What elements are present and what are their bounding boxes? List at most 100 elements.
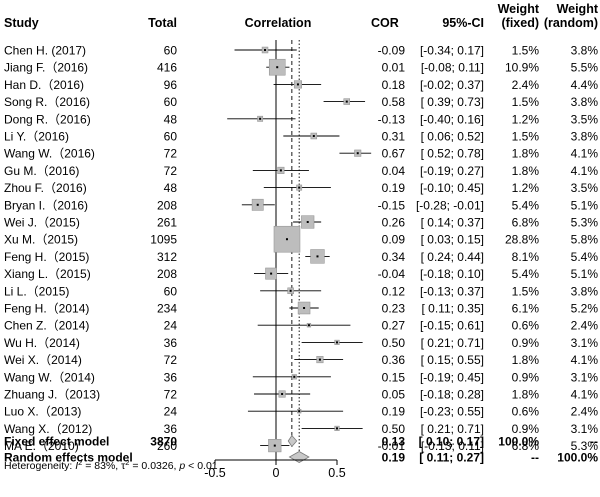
point-estimate [276, 66, 279, 69]
study-weight-fixed: 1.5% [512, 95, 540, 109]
random-effects-row: Random effects model 0.19 [ 0.11; 0.27] -- 1… [4, 451, 598, 465]
study-cor: 0.27 [382, 319, 406, 333]
study-weight-random: 2.4% [571, 405, 599, 419]
study-cor: 0.15 [382, 370, 406, 384]
study-row: Han D.（2016) 96 0.18 [-0.02; 0.37] 2.4% 4.4% [4, 78, 598, 92]
study-ci: [-0.13; 0.37] [420, 284, 484, 298]
study-name: Zhuang J.（2013) [4, 388, 100, 402]
study-cor: 0.23 [382, 302, 406, 316]
study-weight-random: 2.4% [571, 319, 599, 333]
study-row: Xiang L.（2015) 208 -0.04 [-0.18; 0.10] 5.4% 5… [4, 267, 598, 281]
study-weight-fixed: 1.2% [512, 181, 540, 195]
study-weight-random: 4.1% [571, 388, 599, 402]
study-ci: [-0.10; 0.45] [420, 181, 484, 195]
plot-area [227, 40, 372, 463]
fixed-effect-row: Fixed effect model 3870 0.13 [ 0.10; 0.17] 1… [4, 435, 598, 449]
study-cor: -0.13 [378, 112, 406, 126]
study-name: Feng H.（2015) [4, 250, 89, 264]
study-cor: 0.12 [382, 284, 406, 298]
study-total: 96 [164, 78, 178, 92]
study-row: Gu M.（2016) 72 0.04 [-0.19; 0.27] 1.8% 4.1% [4, 164, 598, 178]
study-weight-fixed: 1.8% [512, 147, 540, 161]
study-total: 1095 [150, 233, 177, 247]
study-weight-random: 3.1% [571, 422, 599, 436]
heterogeneity-label: Heterogeneity: [4, 460, 75, 472]
summary-ci: [ 0.11; 0.27] [419, 451, 484, 465]
study-weight-fixed: 8.1% [512, 250, 540, 264]
summary-rows: Fixed effect model 3870 0.13 [ 0.10; 0.17] 1… [4, 435, 598, 465]
p-symbol: p [178, 460, 185, 472]
study-cor: -0.15 [378, 198, 406, 212]
study-weight-fixed: 1.5% [512, 130, 540, 144]
study-row: Li Y.（2016) 60 0.31 [ 0.06; 0.52] 1.5% 3.8% [4, 130, 598, 144]
point-estimate [279, 169, 282, 172]
study-row: Chen Z.（2014) 24 0.27 [-0.15; 0.61] 0.6% 2.4% [4, 319, 598, 333]
study-total: 60 [164, 95, 178, 109]
column-headers: Study Total Correlation COR 95%-CI Weigh… [4, 2, 599, 30]
x-axis-tick-label: -0.5 [204, 466, 226, 480]
study-total: 48 [164, 112, 178, 126]
study-row: Zhuang J.（2013) 72 0.05 [-0.18; 0.28] 1.8% 4.… [4, 388, 598, 402]
study-name: Xu M.（2015) [4, 233, 78, 247]
study-ci: [-0.40; 0.16] [420, 112, 484, 126]
study-cor: 0.19 [382, 181, 406, 195]
study-cor: 0.26 [382, 216, 406, 230]
study-ci: [-0.02; 0.37] [420, 78, 484, 92]
study-weight-fixed: 28.8% [505, 233, 539, 247]
study-weight-fixed: 6.8% [512, 439, 540, 453]
i2-value: = 83%, [82, 460, 121, 472]
study-total: 260 [157, 439, 177, 453]
header-study: Study [4, 16, 39, 30]
study-name: Feng H.（2014) [4, 302, 89, 316]
header-weight-fixed-2: (fixed) [502, 16, 540, 30]
study-weight-random: 3.8% [571, 95, 599, 109]
point-estimate [356, 152, 359, 155]
study-weight-fixed: 0.9% [512, 336, 540, 350]
point-estimate [298, 186, 301, 189]
study-weight-random: 3.5% [571, 181, 599, 195]
summary-weight-fixed: -- [531, 451, 539, 465]
study-ci: [-0.08; 0.11] [421, 61, 484, 75]
study-row: Feng H.（2015) 312 0.34 [ 0.24; 0.44] 8.1% 5.4… [4, 250, 598, 264]
study-name: Luo X.（2013) [4, 405, 81, 419]
study-cor: 0.31 [382, 130, 406, 144]
study-cor: 0.50 [382, 336, 406, 350]
study-weight-random: 4.4% [571, 78, 599, 92]
summary-name: Fixed effect model [4, 435, 109, 449]
summary-total: 3870 [150, 435, 177, 449]
study-ci: [ 0.52; 0.78] [421, 147, 484, 161]
summary-weight-fixed: 100.0% [498, 435, 539, 449]
study-weight-random: 3.5% [571, 112, 599, 126]
point-estimate [281, 393, 284, 395]
study-row: Wei X.（2014) 72 0.36 [ 0.15; 0.55] 1.8% 4.1% [4, 353, 598, 367]
study-total: 36 [164, 336, 178, 350]
study-ci: [-0.28; -0.01] [416, 198, 484, 212]
summary-cor: 0.13 [382, 435, 406, 449]
study-total: 60 [164, 130, 178, 144]
study-name: Wei X.（2014) [4, 353, 82, 367]
study-weight-fixed: 1.5% [512, 284, 540, 298]
study-cor: 0.18 [382, 78, 406, 92]
study-weight-fixed: 1.2% [512, 112, 540, 126]
i2-symbol: I [75, 460, 78, 472]
summary-weight-random: 100.0% [557, 451, 598, 465]
study-name: Dong R.（2016) [4, 112, 91, 126]
study-ci: [-0.13; 0.11] [421, 439, 484, 453]
x-axis-tick-label: 0.5 [328, 466, 345, 480]
study-row: Wang X.（2012) 36 0.50 [ 0.21; 0.71] 0.9% 3.1% [4, 422, 598, 436]
study-name: Chen Z.（2014) [4, 319, 89, 333]
study-row: Li L.（2015) 60 0.12 [-0.13; 0.37] 1.5% 3.8% [4, 284, 598, 298]
x-axis: -0.5 0 0.5 [204, 459, 346, 480]
tau2-value: = 0.0326, [129, 460, 179, 472]
header-weight-random-2: (random) [544, 16, 598, 30]
heterogeneity-stats: Heterogeneity: I2 = 83%, τ2 = 0.0326, p … [4, 458, 218, 472]
study-total: 60 [164, 284, 178, 298]
study-name: Han D.（2016) [4, 78, 84, 92]
study-weight-fixed: 1.8% [512, 353, 540, 367]
study-ci: [ 0.21; 0.71] [421, 422, 484, 436]
point-estimate [336, 427, 338, 430]
study-weight-random: 5.3% [571, 216, 599, 230]
study-total: 24 [164, 319, 178, 333]
study-weight-fixed: 1.8% [512, 388, 540, 402]
study-ci: [-0.34; 0.17] [420, 44, 484, 58]
